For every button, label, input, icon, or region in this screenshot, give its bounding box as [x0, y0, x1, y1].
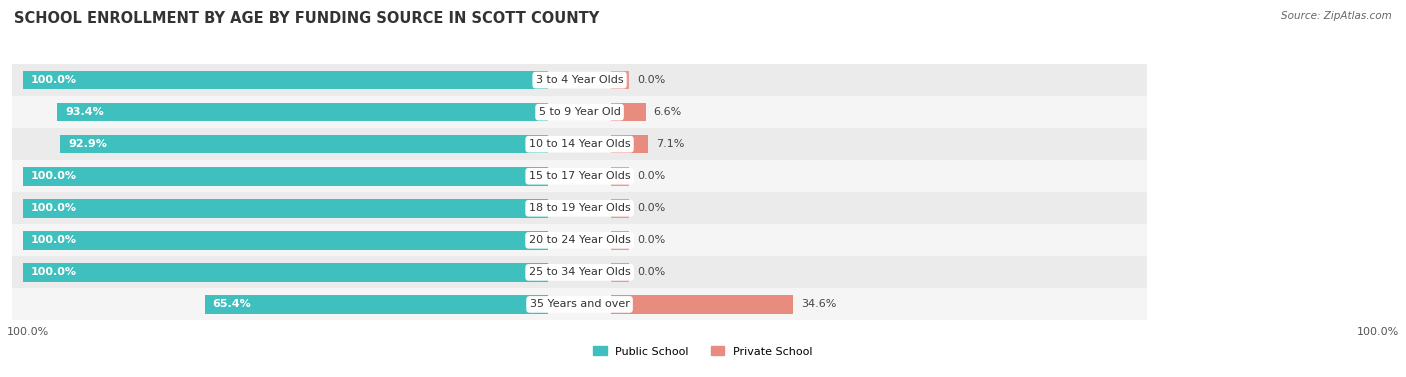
Bar	[612, 167, 630, 185]
Text: 0.0%: 0.0%	[637, 75, 665, 85]
Bar	[612, 231, 630, 250]
Bar	[22, 199, 548, 218]
Text: Source: ZipAtlas.com: Source: ZipAtlas.com	[1281, 11, 1392, 21]
Text: 18 to 19 Year Olds: 18 to 19 Year Olds	[529, 203, 630, 213]
Bar	[204, 295, 548, 314]
Bar	[22, 231, 548, 250]
Bar	[612, 103, 645, 121]
Bar	[612, 71, 630, 89]
Bar	[60, 135, 548, 153]
Text: 0.0%: 0.0%	[637, 203, 665, 213]
Text: 93.4%: 93.4%	[65, 107, 104, 117]
Text: 100.0%: 100.0%	[31, 171, 77, 181]
Bar	[58, 103, 548, 121]
Bar	[13, 224, 1147, 256]
Text: 20 to 24 Year Olds: 20 to 24 Year Olds	[529, 235, 630, 245]
Text: 15 to 17 Year Olds: 15 to 17 Year Olds	[529, 171, 630, 181]
Text: 3 to 4 Year Olds: 3 to 4 Year Olds	[536, 75, 623, 85]
Text: 10 to 14 Year Olds: 10 to 14 Year Olds	[529, 139, 630, 149]
Bar	[22, 263, 548, 282]
Text: 35 Years and over: 35 Years and over	[530, 299, 630, 310]
Text: 100.0%: 100.0%	[1357, 326, 1399, 337]
Legend: Public School, Private School: Public School, Private School	[589, 342, 817, 361]
Text: 5 to 9 Year Old: 5 to 9 Year Old	[538, 107, 620, 117]
Bar	[13, 64, 1147, 96]
Text: 100.0%: 100.0%	[31, 235, 77, 245]
Text: 0.0%: 0.0%	[637, 267, 665, 277]
Text: 0.0%: 0.0%	[637, 235, 665, 245]
Bar	[13, 288, 1147, 320]
Bar	[13, 256, 1147, 288]
Bar	[22, 71, 548, 89]
Bar	[13, 96, 1147, 128]
Bar	[612, 199, 630, 218]
Bar	[612, 295, 793, 314]
Text: 65.4%: 65.4%	[212, 299, 252, 310]
Text: SCHOOL ENROLLMENT BY AGE BY FUNDING SOURCE IN SCOTT COUNTY: SCHOOL ENROLLMENT BY AGE BY FUNDING SOUR…	[14, 11, 599, 26]
Bar	[13, 160, 1147, 192]
Text: 0.0%: 0.0%	[637, 171, 665, 181]
Bar	[22, 167, 548, 185]
Text: 100.0%: 100.0%	[31, 267, 77, 277]
Text: 100.0%: 100.0%	[31, 75, 77, 85]
Text: 6.6%: 6.6%	[654, 107, 682, 117]
Text: 100.0%: 100.0%	[31, 203, 77, 213]
Bar	[13, 192, 1147, 224]
Text: 7.1%: 7.1%	[657, 139, 685, 149]
Text: 25 to 34 Year Olds: 25 to 34 Year Olds	[529, 267, 630, 277]
Text: 34.6%: 34.6%	[800, 299, 837, 310]
Bar	[612, 263, 630, 282]
Bar	[612, 135, 648, 153]
Text: 92.9%: 92.9%	[67, 139, 107, 149]
Text: 100.0%: 100.0%	[7, 326, 49, 337]
Bar	[13, 128, 1147, 160]
